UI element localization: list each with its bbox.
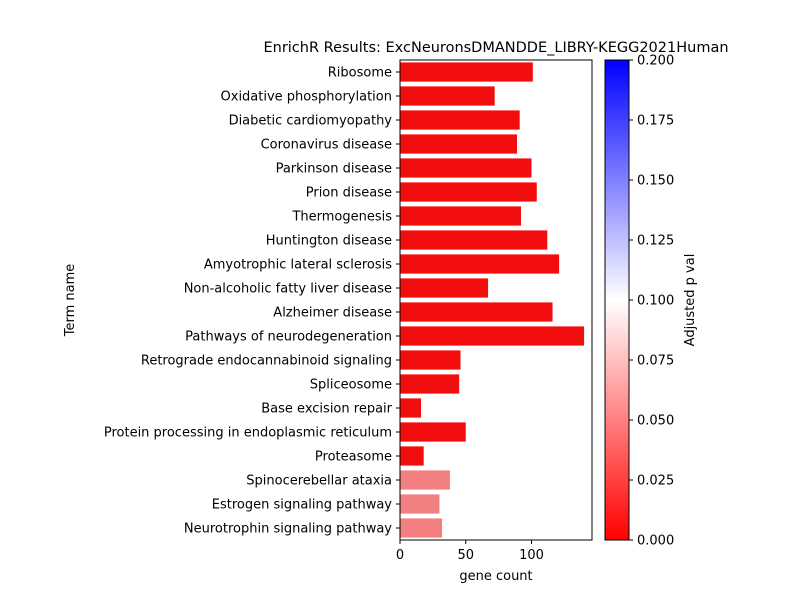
bar: [400, 62, 533, 82]
bar: [400, 494, 440, 514]
bar: [400, 326, 585, 346]
x-ticks: 0 50 100: [396, 540, 544, 563]
y-tick-label: Neurotrophin signaling pathway: [184, 522, 392, 537]
bar: [400, 470, 450, 490]
y-tick-label: Coronavirus disease: [261, 138, 392, 153]
bar: [400, 518, 443, 538]
y-tick-label: Base excision repair: [261, 402, 392, 417]
bar: [400, 350, 461, 370]
y-tick-label: Huntington disease: [266, 234, 392, 249]
bar: [400, 206, 521, 226]
bar: [400, 278, 489, 298]
bar: [400, 230, 548, 250]
y-tick-label: Thermogenesis: [291, 210, 392, 225]
x-tick-label: 0: [396, 548, 404, 563]
bar: [400, 446, 424, 466]
y-tick-label: Estrogen signaling pathway: [212, 498, 393, 513]
y-axis-label: Term name: [63, 264, 78, 338]
bar: [400, 158, 532, 178]
plot-frame: [399, 59, 593, 541]
y-tick-label: Pathways of neurodegeneration: [185, 330, 392, 345]
y-tick-label: Ribosome: [328, 66, 392, 81]
bar: [400, 182, 537, 202]
bar: [400, 86, 495, 106]
y-tick-label: Parkinson disease: [276, 162, 392, 177]
y-tick-label: Retrograde endocannabinoid signaling: [141, 354, 392, 369]
y-tick-label: Alzheimer disease: [273, 306, 392, 321]
bars-group: [400, 62, 585, 538]
y-tick-label: Prion disease: [306, 186, 392, 201]
colorbar-tick-label: 0.075: [637, 354, 674, 369]
y-tick-label: Spinocerebellar ataxia: [246, 474, 392, 489]
colorbar-tick-label: 0.175: [637, 114, 674, 129]
y-tick-label: Proteasome: [315, 450, 392, 465]
bar: [400, 134, 518, 154]
colorbar-tick-label: 0.050: [637, 414, 674, 429]
x-tick-label: 50: [457, 548, 474, 563]
bar: [400, 110, 520, 130]
colorbar-tick-label: 0.125: [637, 234, 674, 249]
colorbar-label: Adjusted p val: [683, 254, 698, 347]
colorbar-tick-label: 0.000: [637, 534, 674, 549]
y-tick-label: Oxidative phosphorylation: [221, 90, 392, 105]
y-tick-label: Spliceosome: [310, 378, 392, 393]
colorbar: [604, 59, 630, 541]
colorbar-tick-label: 0.150: [637, 174, 674, 189]
colorbar-tick-label: 0.100: [637, 294, 674, 309]
colorbar-tick-label: 0.025: [637, 474, 674, 489]
bar: [400, 422, 466, 442]
x-axis-label: gene count: [459, 569, 532, 584]
y-tick-label: Diabetic cardiomyopathy: [229, 114, 393, 129]
y-tick-label: Protein processing in endoplasmic reticu…: [104, 426, 392, 441]
bar: [400, 398, 422, 418]
x-tick-label: 100: [519, 548, 544, 563]
bar: [400, 374, 460, 394]
y-tick-label: Amyotrophic lateral sclerosis: [204, 258, 392, 273]
bar: [400, 254, 560, 274]
y-tick-label: Non-alcoholic fatty liver disease: [184, 282, 392, 297]
colorbar-ticks: 0.000 0.025 0.050 0.075 0.100 0.125 0.150 0.175…: [629, 54, 674, 549]
chart-title: EnrichR Results: ExcNeuronsDMANDDE_LIBRY…: [263, 40, 728, 56]
bar: [400, 302, 553, 322]
colorbar-tick-label: 0.200: [637, 54, 674, 69]
y-tick-labels: Ribosome Oxidative phosphorylation Diabeti…: [104, 66, 400, 537]
